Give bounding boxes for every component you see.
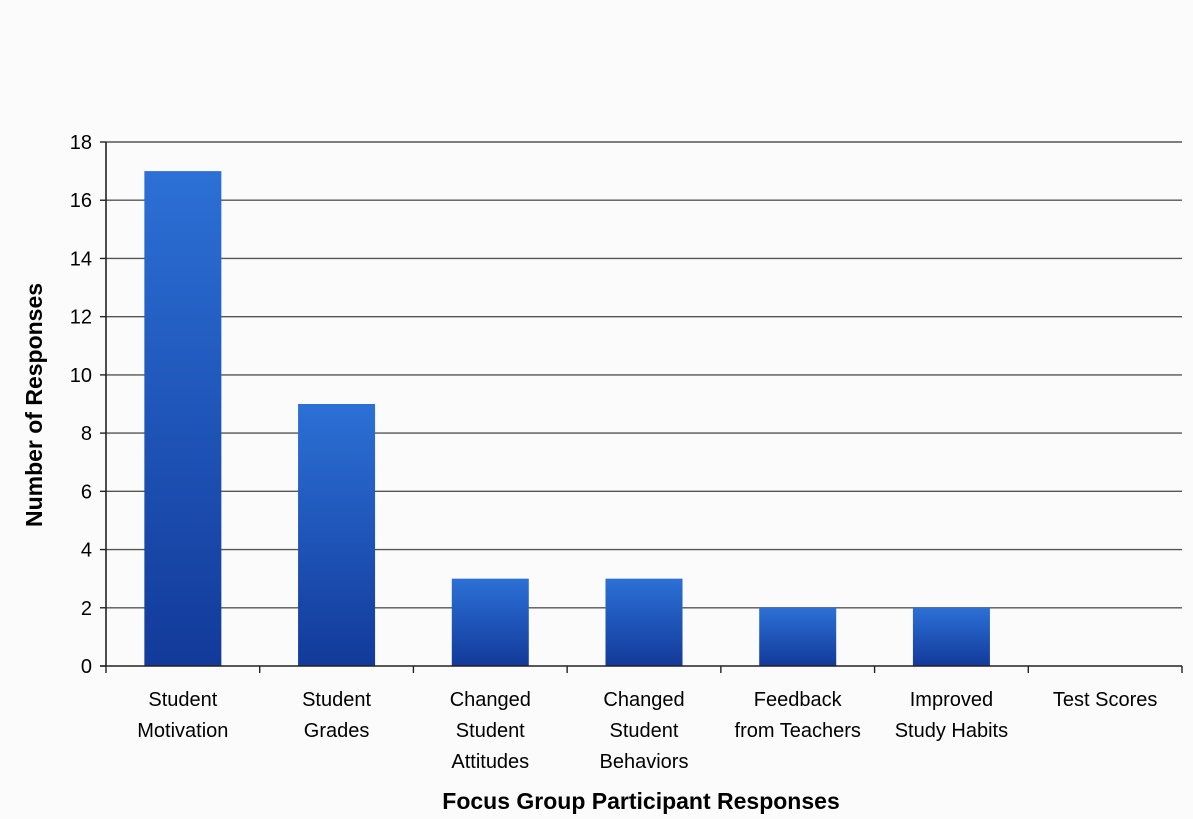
x-tick-label: Changed [450, 689, 531, 711]
x-tick-label: from Teachers [735, 720, 861, 742]
x-tick-label: Motivation [137, 720, 228, 742]
x-tick-label: Student [302, 689, 371, 711]
bar [912, 607, 990, 666]
x-tick-label: Test Scores [1053, 689, 1157, 711]
bar [759, 607, 837, 666]
y-tick-label: 0 [81, 656, 92, 678]
x-tick-label: Improved [910, 689, 993, 711]
bar [605, 578, 683, 666]
y-tick-label: 2 [81, 598, 92, 620]
x-tick-label: Student [456, 720, 525, 742]
gridlines [106, 141, 1182, 609]
x-tick-label: Student [148, 689, 217, 711]
y-tick-label: 10 [70, 365, 92, 387]
x-tick-label: Behaviors [600, 751, 689, 773]
x-tick-labels: Student Motivation Student Grades Changed Stu… [137, 689, 1157, 773]
x-tick-label: Grades [304, 720, 370, 742]
x-tick-label: Feedback [754, 689, 843, 711]
y-tick-labels: 0 2 4 6 8 10 12 14 16 18 [70, 132, 92, 678]
x-axis-title: Focus Group Participant Responses [442, 788, 839, 814]
x-tick-label: Changed [603, 689, 684, 711]
y-tick-label: 8 [81, 423, 92, 445]
bar [298, 404, 376, 666]
bar [144, 171, 222, 666]
y-tick-label: 18 [70, 132, 92, 154]
bars [144, 171, 990, 666]
y-tick-label: 6 [81, 481, 92, 503]
x-tick-label: Student [610, 720, 679, 742]
bar [451, 578, 529, 666]
y-tick-label: 12 [70, 307, 92, 329]
y-axis-title: Number of Responses [21, 283, 47, 527]
y-tick-label: 16 [70, 190, 92, 212]
y-tick-label: 4 [81, 540, 92, 562]
x-tick-label: Attitudes [451, 751, 529, 773]
axes [100, 141, 1183, 673]
y-tick-label: 14 [70, 248, 92, 270]
x-tick-label: Study Habits [895, 720, 1008, 742]
